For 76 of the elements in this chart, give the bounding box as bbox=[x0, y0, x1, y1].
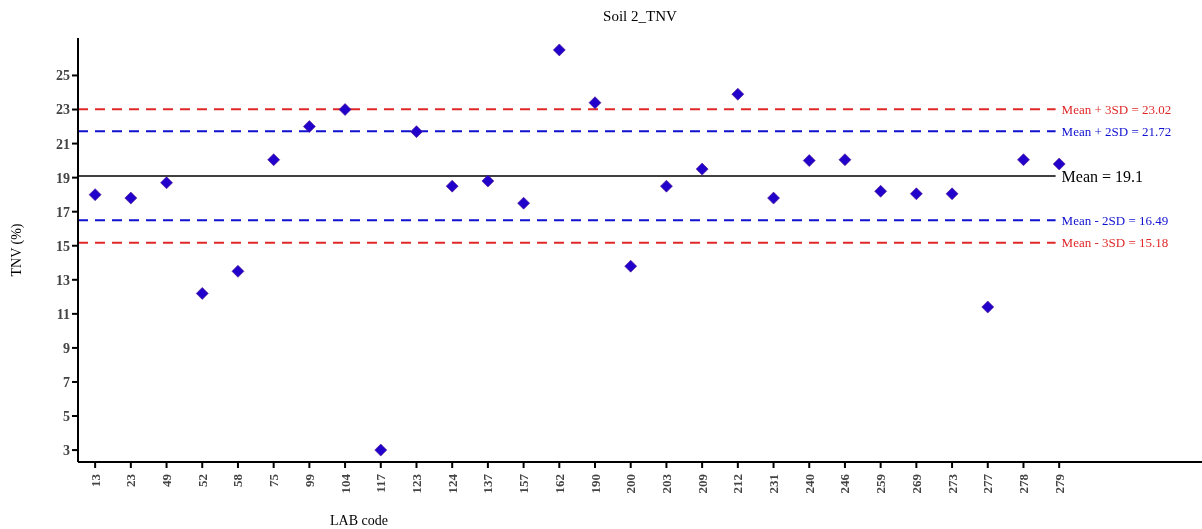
point bbox=[124, 191, 138, 205]
point bbox=[874, 184, 887, 198]
x-tick-label: 124 bbox=[444, 473, 460, 494]
y-tick-label: 3 bbox=[63, 443, 70, 459]
x-tick-label: 240 bbox=[801, 474, 817, 494]
x-tick-label: 117 bbox=[373, 473, 389, 493]
x-tick-label: 209 bbox=[694, 473, 710, 494]
x-tick-label: 162 bbox=[551, 474, 567, 494]
y-tick-label: 5 bbox=[63, 408, 70, 424]
point bbox=[695, 162, 709, 176]
x-tick-label: 231 bbox=[766, 474, 782, 494]
point bbox=[981, 300, 995, 314]
point bbox=[303, 120, 316, 133]
ref-line-label: Mean = 19.1 bbox=[1061, 167, 1144, 185]
x-axis-title: LAB code bbox=[330, 513, 388, 528]
x-tick-label: 137 bbox=[480, 473, 496, 494]
x-tick-label: 279 bbox=[1051, 473, 1067, 494]
y-tick-label: 17 bbox=[56, 204, 70, 220]
x-tick-label: 13 bbox=[87, 473, 103, 487]
x-tick-label: 203 bbox=[658, 473, 674, 494]
x-tick-label: 278 bbox=[1015, 473, 1031, 494]
point bbox=[445, 179, 459, 193]
point bbox=[731, 87, 745, 101]
point bbox=[802, 154, 816, 167]
x-tick-label: 212 bbox=[730, 474, 746, 494]
point bbox=[231, 264, 245, 278]
x-tick-label: 23 bbox=[123, 473, 139, 487]
x-tick-label: 123 bbox=[408, 473, 424, 494]
ref-line-label: Mean + 2SD = 21.72 bbox=[1061, 123, 1172, 139]
point bbox=[945, 187, 959, 201]
y-tick-label: 25 bbox=[56, 68, 70, 84]
point bbox=[160, 176, 173, 190]
point bbox=[660, 179, 673, 193]
x-tick-label: 75 bbox=[266, 473, 282, 487]
point bbox=[338, 103, 352, 116]
y-tick-label: 13 bbox=[56, 272, 70, 288]
x-tick-label: 246 bbox=[837, 473, 853, 494]
y-tick-label: 9 bbox=[63, 340, 70, 356]
x-tick-label: 200 bbox=[623, 474, 639, 494]
chart-title: Soil 2_TNV bbox=[602, 8, 678, 26]
point bbox=[838, 153, 852, 167]
x-tick-label: 157 bbox=[516, 473, 532, 494]
point bbox=[481, 174, 495, 188]
y-tick-label: 23 bbox=[56, 102, 70, 118]
x-tick-label: 259 bbox=[873, 473, 889, 494]
point bbox=[88, 188, 102, 201]
point bbox=[1052, 157, 1066, 171]
point bbox=[588, 96, 602, 110]
y-tick-label: 11 bbox=[56, 306, 70, 322]
x-tick-label: 99 bbox=[301, 473, 317, 487]
point bbox=[195, 287, 209, 300]
y-axis-title: TNV (%) bbox=[8, 223, 25, 277]
point bbox=[1017, 153, 1030, 167]
x-tick-label: 190 bbox=[587, 474, 603, 494]
ref-line-label: Mean - 3SD = 15.18 bbox=[1061, 235, 1169, 251]
x-tick-label: 49 bbox=[159, 473, 175, 487]
point bbox=[374, 443, 388, 457]
point bbox=[553, 43, 566, 57]
ref-line-label: Mean - 2SD = 16.49 bbox=[1061, 212, 1169, 228]
y-tick-label: 19 bbox=[56, 170, 70, 186]
point bbox=[767, 191, 780, 205]
point bbox=[624, 259, 638, 273]
x-tick-label: 269 bbox=[908, 473, 924, 494]
y-tick-label: 15 bbox=[56, 238, 70, 254]
point bbox=[910, 187, 923, 201]
point bbox=[267, 153, 280, 167]
ref-line-label: Mean + 3SD = 23.02 bbox=[1061, 101, 1172, 117]
point bbox=[410, 125, 423, 138]
x-tick-label: 277 bbox=[980, 473, 996, 494]
y-tick-label: 7 bbox=[63, 374, 70, 390]
x-tick-label: 52 bbox=[194, 474, 210, 487]
x-tick-label: 104 bbox=[337, 473, 353, 494]
x-tick-label: 58 bbox=[230, 473, 246, 487]
point bbox=[517, 196, 530, 210]
x-tick-label: 273 bbox=[944, 473, 960, 494]
y-tick-label: 21 bbox=[56, 136, 70, 152]
